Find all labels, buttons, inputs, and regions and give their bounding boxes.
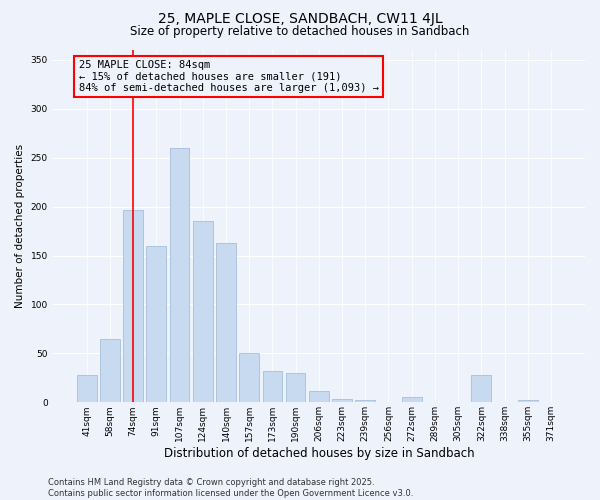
- Bar: [263, 371, 282, 402]
- Bar: [216, 243, 236, 402]
- Bar: [77, 375, 97, 402]
- Bar: [402, 398, 422, 402]
- Bar: [239, 354, 259, 403]
- Bar: [146, 246, 166, 402]
- Bar: [100, 338, 120, 402]
- Text: Contains HM Land Registry data © Crown copyright and database right 2025.
Contai: Contains HM Land Registry data © Crown c…: [48, 478, 413, 498]
- Text: Size of property relative to detached houses in Sandbach: Size of property relative to detached ho…: [130, 25, 470, 38]
- Bar: [123, 210, 143, 402]
- Y-axis label: Number of detached properties: Number of detached properties: [15, 144, 25, 308]
- Bar: [332, 400, 352, 402]
- Text: 25 MAPLE CLOSE: 84sqm
← 15% of detached houses are smaller (191)
84% of semi-det: 25 MAPLE CLOSE: 84sqm ← 15% of detached …: [79, 60, 379, 93]
- Bar: [170, 148, 190, 403]
- X-axis label: Distribution of detached houses by size in Sandbach: Distribution of detached houses by size …: [164, 447, 474, 460]
- Bar: [472, 375, 491, 402]
- Bar: [286, 373, 305, 402]
- Bar: [355, 400, 375, 402]
- Bar: [518, 400, 538, 402]
- Bar: [309, 390, 329, 402]
- Text: 25, MAPLE CLOSE, SANDBACH, CW11 4JL: 25, MAPLE CLOSE, SANDBACH, CW11 4JL: [158, 12, 442, 26]
- Bar: [193, 222, 212, 402]
